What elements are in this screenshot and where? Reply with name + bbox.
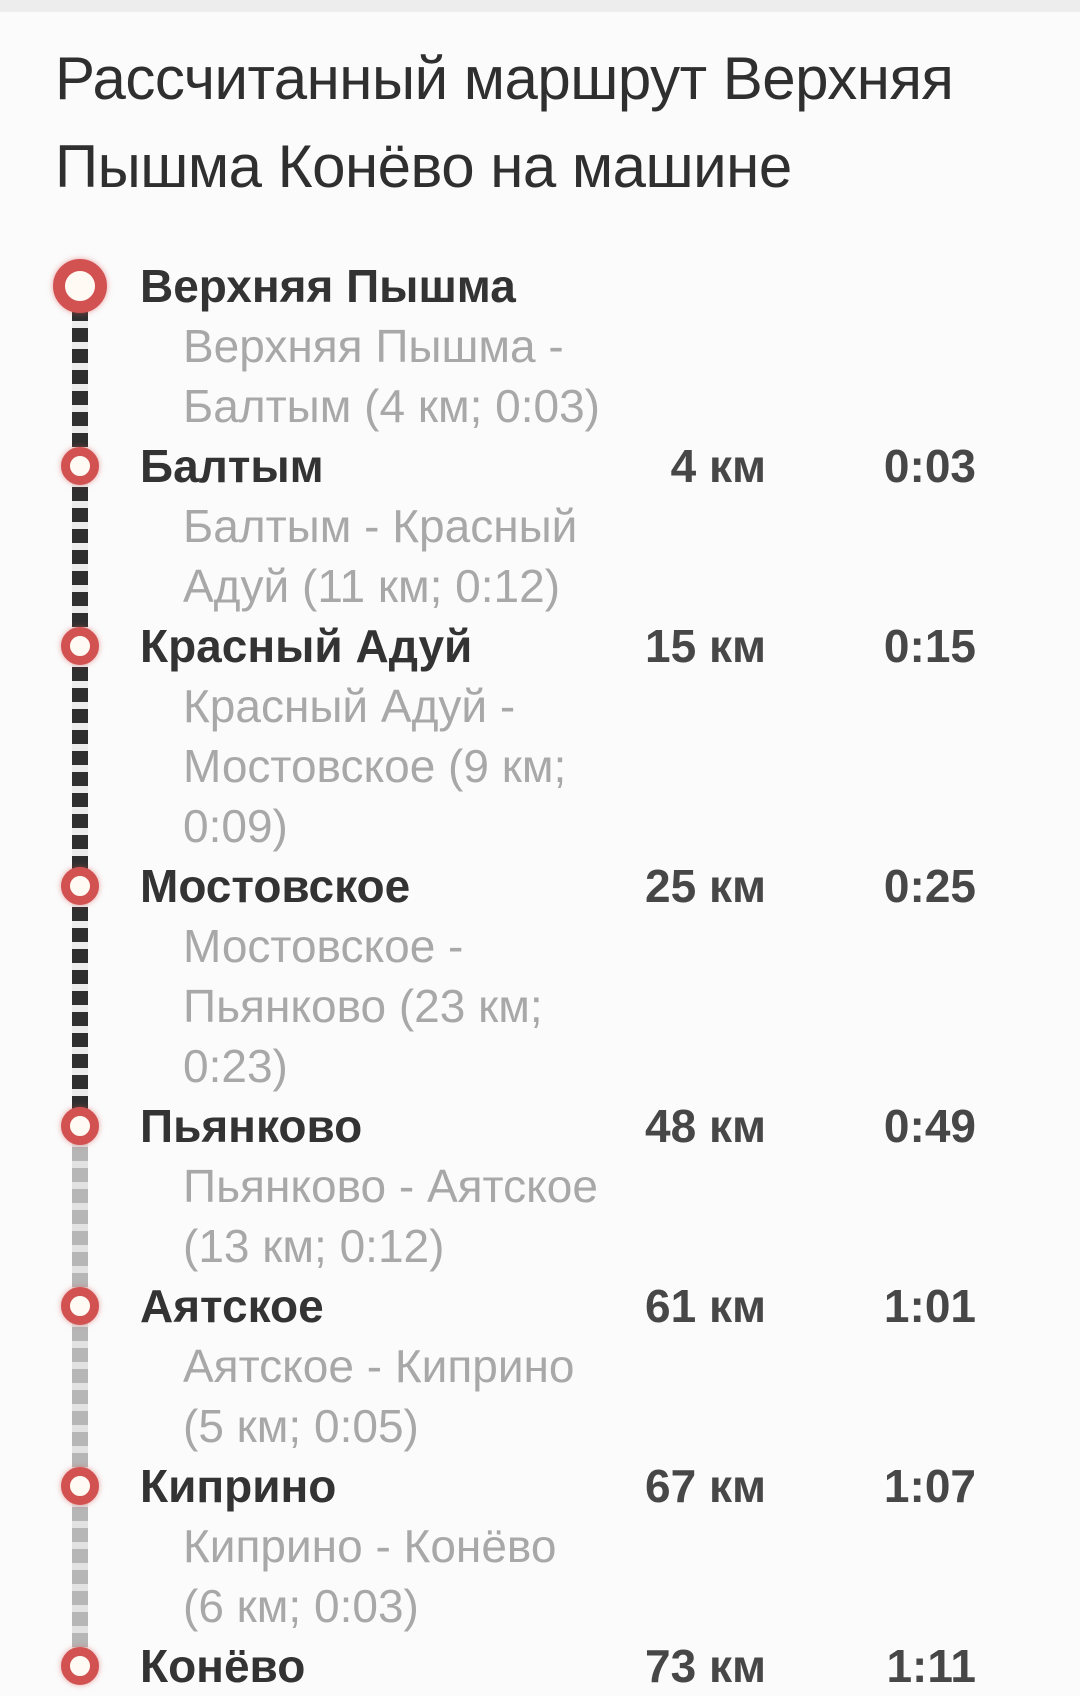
segment-description: Мостовское - Пьянково (23 км; 0:23) <box>140 916 976 1096</box>
segment-line: Киприно - Конёво <box>183 1520 557 1572</box>
segment-line: 0:23) <box>183 1040 288 1092</box>
stop-row: Пьянково 48 км 0:49 <box>140 1096 976 1156</box>
segment-line: Красный Адуй - <box>183 680 516 732</box>
stop-row: Мостовское 25 км 0:25 <box>140 856 976 916</box>
timeline-rail <box>72 886 88 1126</box>
stop-marker-icon <box>61 1107 99 1145</box>
timeline-rail <box>72 1486 88 1666</box>
stop-marker-icon <box>61 627 99 665</box>
stop-distance: 67 км <box>645 1460 766 1512</box>
segment-description: Пьянково - Аятское (13 км; 0:12) <box>140 1156 976 1276</box>
stop-time: 0:03 <box>883 440 976 492</box>
stop-name: Киприно <box>140 1460 337 1512</box>
route-stop: Мостовское 25 км 0:25 Мостовское - Пьянко… <box>0 856 1080 1126</box>
stop-distance: 73 км <box>645 1640 766 1692</box>
route-stop: Верхняя Пышма Верхняя Пышма - Балтым (4 к… <box>0 256 1080 466</box>
segment-line: Мостовское (9 км; <box>183 740 567 792</box>
route-stop: Красный Адуй 15 км 0:15 Красный Адуй - Мо… <box>0 616 1080 886</box>
stop-name: Аятское <box>140 1280 324 1332</box>
segment-line: Верхняя Пышма - <box>183 320 564 372</box>
stop-row: Конёво 73 км 1:11 <box>140 1636 976 1696</box>
top-strip <box>0 0 1080 12</box>
segment-line: 0:09) <box>183 800 288 852</box>
route-stop: Киприно 67 км 1:07 Киприно - Конёво (6 км… <box>0 1456 1080 1666</box>
route-stop: Балтым 4 км 0:03 Балтым - Красный Адуй (1… <box>0 436 1080 646</box>
segment-line: (13 км; 0:12) <box>183 1220 445 1272</box>
segment-line: Балтым - Красный <box>183 500 578 552</box>
timeline-rail <box>72 1126 88 1306</box>
route-timeline: Верхняя Пышма Верхняя Пышма - Балтым (4 к… <box>0 256 1080 1696</box>
route-stop: Конёво 73 км 1:11 <box>0 1636 1080 1696</box>
stop-name: Балтым <box>140 440 324 492</box>
stop-time: 1:11 <box>886 1640 976 1692</box>
stop-marker-icon <box>53 259 107 313</box>
stop-time: 1:07 <box>883 1460 976 1512</box>
segment-description: Верхняя Пышма - Балтым (4 км; 0:03) <box>140 316 976 436</box>
stop-row: Красный Адуй 15 км 0:15 <box>140 616 976 676</box>
segment-line: Аятское - Киприно <box>183 1340 575 1392</box>
stop-name: Красный Адуй <box>140 620 473 672</box>
segment-line: Пьянково (23 км; <box>183 980 543 1032</box>
segment-line: (6 км; 0:03) <box>183 1580 419 1632</box>
segment-description: Красный Адуй - Мостовское (9 км; 0:09) <box>140 676 976 856</box>
timeline-rail <box>72 1306 88 1486</box>
segment-line: (5 км; 0:05) <box>183 1400 419 1452</box>
segment-line: Мостовское - <box>183 920 464 972</box>
page-title: Рассчитанный маршрут Верхняя Пышма Конёв… <box>55 45 954 200</box>
stop-distance: 15 км <box>645 620 766 672</box>
stop-distance: 61 км <box>645 1280 766 1332</box>
segment-description: Балтым - Красный Адуй (11 км; 0:12) <box>140 496 976 616</box>
segment-line: Балтым (4 км; 0:03) <box>183 380 600 432</box>
stop-name: Мостовское <box>140 860 411 912</box>
stop-name: Пьянково <box>140 1100 363 1152</box>
stop-time: 0:49 <box>883 1100 976 1152</box>
stop-row: Аятское 61 км 1:01 <box>140 1276 976 1336</box>
stop-name: Конёво <box>140 1640 306 1692</box>
stop-row: Балтым 4 км 0:03 <box>140 436 976 496</box>
route-stop: Пьянково 48 км 0:49 Пьянково - Аятское (1… <box>0 1096 1080 1306</box>
stop-name: Верхняя Пышма <box>140 260 516 312</box>
stop-distance: 25 км <box>645 860 766 912</box>
stop-marker-icon <box>61 867 99 905</box>
timeline-rail <box>72 286 88 466</box>
segment-line: Адуй (11 км; 0:12) <box>183 560 561 612</box>
stop-time: 1:01 <box>883 1280 976 1332</box>
stop-time: 0:15 <box>883 620 976 672</box>
segment-line: Пьянково - Аятское <box>183 1160 598 1212</box>
stop-time: 0:25 <box>883 860 976 912</box>
stop-marker-icon <box>61 447 99 485</box>
stop-marker-icon <box>61 1467 99 1505</box>
stop-marker-icon <box>61 1287 99 1325</box>
route-stop: Аятское 61 км 1:01 Аятское - Киприно (5 к… <box>0 1276 1080 1486</box>
stop-row: Верхняя Пышма <box>140 256 976 316</box>
timeline-rail <box>72 466 88 646</box>
stop-distance: 4 км <box>670 440 766 492</box>
stop-row: Киприно 67 км 1:07 <box>140 1456 976 1516</box>
stop-distance: 48 км <box>645 1100 766 1152</box>
segment-description: Аятское - Киприно (5 км; 0:05) <box>140 1336 976 1456</box>
stop-marker-icon <box>61 1647 99 1685</box>
segment-description: Киприно - Конёво (6 км; 0:03) <box>140 1516 976 1636</box>
timeline-rail <box>72 646 88 886</box>
